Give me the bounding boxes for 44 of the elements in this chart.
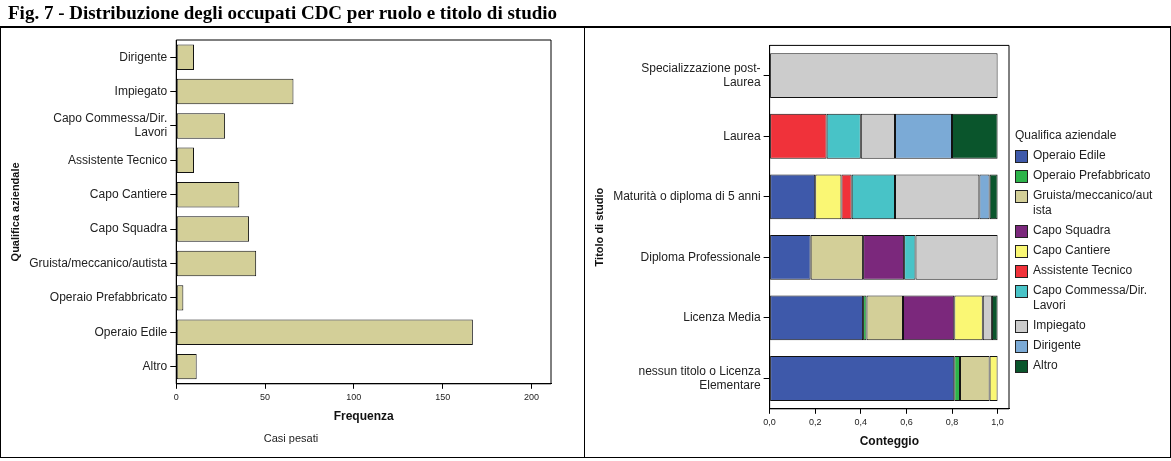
legend-title: Qualifica aziendale — [1015, 128, 1118, 142]
y-tick-label: Licenza Media — [683, 310, 761, 325]
y-tick-label: Diploma Professionale — [640, 249, 761, 264]
x-tick-label: 0,4 — [854, 416, 868, 427]
x-tick-label: 50 — [260, 391, 271, 402]
y-tick-label: Operaio Edile — [94, 324, 168, 339]
y-axis-title: Qualifica aziendale — [8, 162, 21, 262]
y-tick-label: Laurea — [723, 128, 761, 143]
x-tick-label: 0,2 — [808, 416, 822, 427]
legend-label: Impiegato — [1033, 318, 1087, 333]
chart-title: Fig. 7 - Distribuzione degli occupati CDC per ruolo e titolo di studio — [0, 0, 1171, 28]
x-tick-label: 0,0 — [763, 416, 776, 427]
text: Casi pesati — [263, 432, 319, 444]
x-tick-label: 200 — [523, 391, 539, 402]
y-tick-label: Gruista/meccanico/autista — [29, 255, 168, 270]
y-tick-label: Impiegato — [114, 83, 168, 98]
y-tick-label: Dirigente — [119, 49, 168, 64]
legend-label: Operaio Edile — [1033, 148, 1107, 163]
legend-label: Capo Commessa/Dir. Lavori — [1033, 283, 1149, 313]
y-tick-label: nessun titolo o Licenza Elementare — [638, 363, 761, 393]
y-tick-label: Assistente Tecnico — [68, 152, 168, 167]
y-axis-title: Titolo di studio — [592, 187, 605, 267]
legend-label: Capo Cantiere — [1033, 243, 1112, 258]
x-axis-title: Conteggio — [859, 434, 919, 449]
legend-label: Dirigente — [1033, 338, 1083, 353]
y-tick-label: Maturità o diploma di 5 anni — [613, 189, 761, 204]
y-tick-label: Specializzazione post-Laurea — [641, 60, 761, 90]
y-tick-label: Capo Squadra — [89, 221, 168, 236]
x-tick-label: 0,6 — [900, 416, 913, 427]
y-tick-label: Capo Cantiere — [89, 187, 168, 202]
legend-label: Capo Squadra — [1033, 223, 1112, 238]
y-tick-label: Capo Commessa/Dir. Lavori — [53, 111, 168, 140]
legend-label: Operaio Prefabbricato — [1033, 168, 1152, 183]
x-tick-label: 0 — [173, 391, 179, 402]
y-tick-label: Altro — [142, 358, 168, 373]
x-tick-label: 1,0 — [991, 416, 1004, 427]
x-tick-label: 100 — [346, 391, 362, 402]
legend-label: Assistente Tecnico — [1033, 263, 1134, 278]
x-axis-title: Frequenza — [333, 409, 394, 424]
legend-label: Gruista/meccanico/autista — [1033, 188, 1153, 218]
x-tick-label: 0,8 — [945, 416, 959, 427]
x-tick-label: 150 — [435, 391, 451, 402]
y-tick-label: Operaio Prefabbricato — [49, 290, 168, 305]
legend-label: Altro — [1033, 358, 1059, 373]
